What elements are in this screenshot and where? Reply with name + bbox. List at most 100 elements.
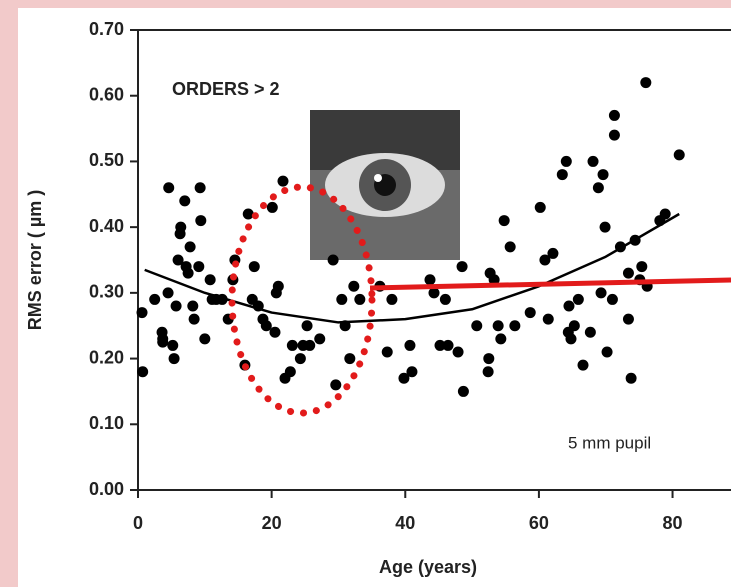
data-point	[424, 274, 436, 286]
data-point	[286, 339, 298, 351]
data-point	[439, 293, 451, 305]
data-point	[187, 300, 199, 312]
data-point	[492, 320, 504, 332]
data-point	[193, 261, 205, 273]
data-point	[242, 208, 254, 220]
data-point	[260, 320, 272, 332]
x-tick-label: 0	[133, 513, 143, 533]
data-point	[625, 372, 637, 384]
data-point	[471, 320, 483, 332]
highlight-ellipse	[228, 183, 376, 417]
data-point	[327, 254, 339, 266]
data-point	[534, 201, 546, 213]
data-point	[182, 267, 194, 279]
data-point	[577, 359, 589, 371]
data-point	[344, 353, 356, 365]
data-point	[167, 339, 179, 351]
annotation: ORDERS > 2	[172, 79, 280, 99]
x-tick-label: 80	[663, 513, 683, 533]
data-point	[495, 333, 507, 345]
y-tick-label: 0.50	[89, 150, 124, 170]
y-tick-label: 0.30	[89, 282, 124, 302]
data-point	[601, 346, 613, 358]
data-point	[622, 267, 634, 279]
data-point	[599, 221, 611, 233]
y-tick-label: 0.70	[89, 19, 124, 39]
data-point	[457, 385, 469, 397]
data-point	[170, 300, 182, 312]
data-point	[568, 320, 580, 332]
data-point	[595, 287, 607, 299]
data-point	[136, 307, 148, 319]
data-point	[659, 208, 671, 220]
data-point	[194, 182, 206, 194]
data-point	[622, 313, 634, 325]
data-point	[584, 326, 596, 338]
data-point	[509, 320, 521, 332]
data-point	[560, 155, 572, 167]
data-point	[284, 366, 296, 378]
y-tick-label: 0.20	[89, 347, 124, 367]
data-point	[168, 353, 180, 365]
data-point	[587, 155, 599, 167]
data-point	[149, 293, 161, 305]
data-point	[163, 182, 175, 194]
data-point	[398, 372, 410, 384]
data-point	[386, 293, 398, 305]
data-point	[248, 261, 260, 273]
data-point	[188, 313, 200, 325]
data-point	[592, 182, 604, 194]
data-point	[556, 169, 568, 181]
data-point	[434, 339, 446, 351]
data-point	[381, 346, 393, 358]
chart: ORDERS > 2 5 mm pupil Age (years) RMS er…	[25, 19, 731, 577]
data-point	[172, 254, 184, 266]
data-point	[348, 280, 360, 292]
x-tick-label: 40	[395, 513, 415, 533]
data-point	[597, 169, 609, 181]
data-point	[179, 195, 191, 207]
data-point	[184, 241, 196, 253]
data-point	[547, 247, 559, 259]
fit-curve	[144, 212, 680, 324]
data-point	[406, 366, 418, 378]
data-point	[504, 241, 516, 253]
data-point	[404, 339, 416, 351]
data-point	[195, 215, 207, 227]
data-point	[137, 366, 149, 378]
y-axis-label: RMS error ( µm )	[25, 190, 45, 330]
y-tick-label: 0.60	[89, 84, 124, 104]
x-tick-label: 20	[262, 513, 282, 533]
data-point	[482, 366, 494, 378]
data-point	[175, 221, 187, 233]
x-axis-label: Age (years)	[379, 557, 477, 577]
data-point	[542, 313, 554, 325]
data-point	[301, 320, 313, 332]
data-point	[456, 261, 468, 273]
pointer-line	[369, 277, 731, 291]
data-point	[636, 261, 648, 273]
y-tick-label: 0.10	[89, 413, 124, 433]
data-point	[277, 175, 289, 187]
y-tick-label: 0.00	[89, 479, 124, 499]
data-point	[266, 201, 278, 213]
plot-frame	[137, 29, 731, 491]
data-point	[488, 274, 500, 286]
data-point	[565, 333, 577, 345]
data-point	[640, 77, 652, 89]
y-tick-label: 0.40	[89, 216, 124, 236]
data-point	[314, 333, 326, 345]
data-point	[204, 274, 216, 286]
annotation: 5 mm pupil	[568, 433, 651, 452]
data-point	[563, 300, 575, 312]
data-point	[162, 287, 174, 299]
data-point	[608, 129, 620, 141]
data-point	[304, 339, 316, 351]
data-point	[294, 353, 306, 365]
data-point	[157, 336, 169, 348]
data-point	[572, 293, 584, 305]
data-point	[428, 287, 440, 299]
data-point	[673, 149, 685, 161]
data-point	[539, 254, 551, 266]
